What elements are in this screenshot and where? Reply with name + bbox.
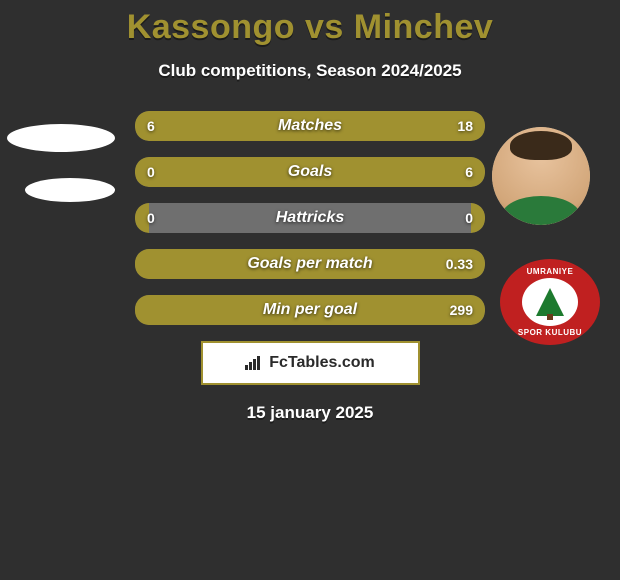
page-subtitle: Club competitions, Season 2024/2025 <box>0 61 620 81</box>
stat-row: Goals0 6 <box>135 157 485 187</box>
player-right-club-badge: UMRANIYE SPOR KULUBU <box>500 259 600 345</box>
stat-value-left: 0 <box>147 157 155 187</box>
brand-badge: FcTables.com <box>201 341 420 385</box>
badge-center <box>522 278 578 326</box>
player-right-avatar <box>492 127 590 225</box>
comparison-card: Kassongo vs Minchev Club competitions, S… <box>0 0 620 580</box>
stat-value-right: 6 <box>465 157 473 187</box>
stat-label: Matches <box>135 111 485 141</box>
badge-text-top: UMRANIYE <box>500 267 600 276</box>
bar-chart-icon <box>245 356 263 370</box>
stat-label: Hattricks <box>135 203 485 233</box>
badge-text-bottom: SPOR KULUBU <box>500 328 600 337</box>
stat-value-right: 299 <box>450 295 473 325</box>
stat-label: Goals per match <box>135 249 485 279</box>
stat-value-right: 0 <box>465 203 473 233</box>
stat-row: Min per goal299 <box>135 295 485 325</box>
stat-value-right: 18 <box>457 111 473 141</box>
stat-value-left: 0 <box>147 203 155 233</box>
brand-text: FcTables.com <box>269 354 375 372</box>
stat-label: Min per goal <box>135 295 485 325</box>
stat-row: Goals per match0.33 <box>135 249 485 279</box>
page-title: Kassongo vs Minchev <box>0 0 620 47</box>
stat-row: Matches6 18 <box>135 111 485 141</box>
player-left-avatar-2 <box>25 178 115 202</box>
stat-row: Hattricks0 0 <box>135 203 485 233</box>
tree-icon <box>536 288 564 316</box>
stat-value-left: 6 <box>147 111 155 141</box>
stat-label: Goals <box>135 157 485 187</box>
date-text: 15 january 2025 <box>0 403 620 423</box>
player-left-avatar-1 <box>7 124 115 152</box>
face-icon <box>492 127 590 225</box>
stat-value-right: 0.33 <box>446 249 473 279</box>
